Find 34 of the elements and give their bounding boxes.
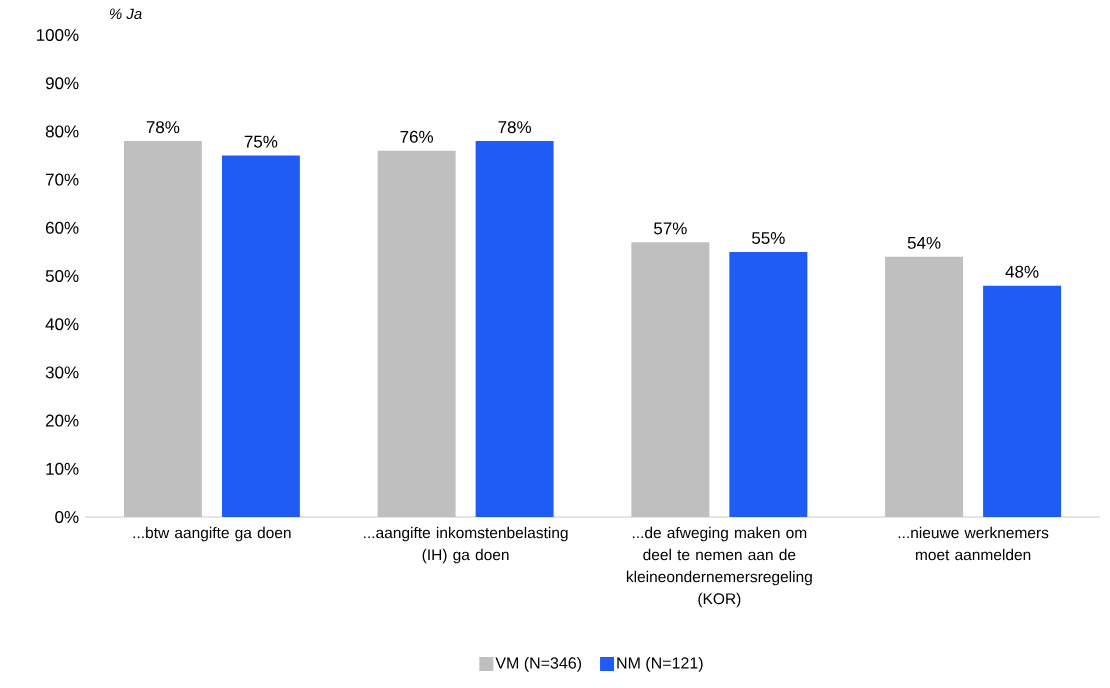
data-label: 76% — [400, 130, 434, 143]
y-axis-title: % Ja — [109, 8, 142, 20]
bar — [885, 256, 964, 517]
y-tick-label: 90% — [45, 77, 79, 90]
x-tick-label: ...btw aangifte ga doen — [133, 526, 291, 542]
y-tick-label: 40% — [45, 318, 79, 331]
bar — [123, 141, 202, 517]
x-tick-label: ...nieuwe werknemers moet aanmelden — [898, 526, 1049, 561]
x-tick-label: ...de afweging maken om deel te nemen aan de kleineondernemersregeling (KOR) — [626, 526, 812, 608]
y-tick-label: 60% — [45, 221, 79, 234]
data-label: 78% — [146, 121, 180, 134]
legend-label: NM (N=121) — [617, 656, 703, 672]
data-label: 54% — [907, 236, 941, 249]
data-label: 55% — [752, 232, 785, 245]
bar — [631, 242, 710, 517]
y-tick-label: 80% — [45, 125, 79, 138]
y-tick-label: 100% — [36, 28, 79, 42]
bar — [221, 155, 300, 517]
y-tick-label: 30% — [45, 366, 79, 379]
data-label: 57% — [654, 222, 687, 235]
bar — [729, 251, 808, 517]
bar — [983, 285, 1062, 517]
y-tick-label: 20% — [45, 414, 79, 427]
y-tick-label: 0% — [55, 510, 79, 524]
y-tick-label: 70% — [45, 173, 79, 186]
y-tick-label: 10% — [46, 462, 79, 475]
bar — [377, 150, 456, 517]
data-label: 75% — [244, 135, 278, 148]
data-label: 48% — [1005, 265, 1039, 278]
data-label: 78% — [498, 121, 532, 134]
bar — [475, 141, 554, 517]
x-tick-label: ...aangifte inkomstenbelasting (IH) ga doen — [364, 526, 568, 564]
y-tick-label: 50% — [45, 269, 79, 283]
legend-label: VM (N=346) — [495, 656, 582, 672]
